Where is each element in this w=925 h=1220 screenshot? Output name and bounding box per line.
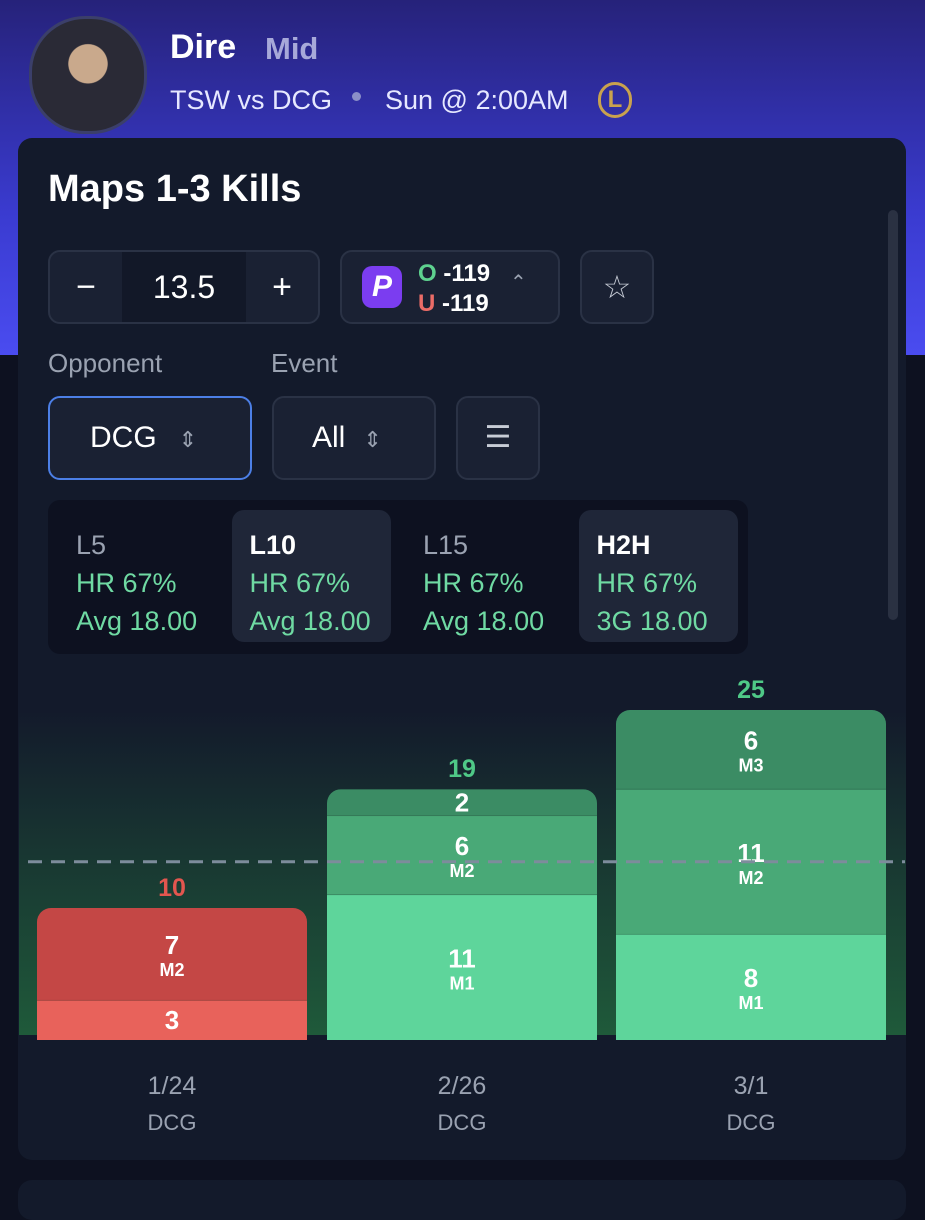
segment-value: 6 bbox=[744, 726, 758, 756]
bar-segment bbox=[327, 789, 597, 816]
chevrons: ⌃ bbox=[510, 272, 527, 294]
stat-tile[interactable]: H2H HR 67% 3G 18.00 bbox=[578, 510, 738, 642]
stat-avg: Avg 18.00 bbox=[423, 606, 545, 636]
segment-value: 2 bbox=[455, 787, 469, 817]
segment-value: 7 bbox=[165, 930, 179, 960]
stat-hr: HR 67% bbox=[423, 568, 524, 598]
segment-value: 3 bbox=[165, 1005, 179, 1035]
segment-label: M3 bbox=[738, 756, 763, 776]
stats-row: L5 HR 67% Avg 18.00 L10 HR 67% Avg 18.00 L15 HR… bbox=[48, 500, 748, 654]
game-icon: L bbox=[598, 82, 632, 118]
line-stepper: − 13.5 + bbox=[48, 250, 320, 324]
next-card bbox=[18, 1180, 906, 1220]
opponent-select[interactable]: DCG ⇕ bbox=[48, 396, 252, 480]
opponent-label: DCG bbox=[438, 1110, 487, 1135]
bar-total: 10 bbox=[158, 874, 186, 902]
event-select[interactable]: All ⇕ bbox=[272, 396, 436, 480]
book-logo: P bbox=[362, 266, 402, 308]
card-title: Maps 1-3 Kills bbox=[48, 168, 302, 210]
stat-label: L5 bbox=[76, 530, 107, 560]
bar-segment bbox=[327, 894, 597, 1040]
under-label: U bbox=[418, 290, 436, 317]
bar-total: 19 bbox=[448, 755, 476, 783]
over-label: O bbox=[418, 260, 437, 287]
time: Sun @ 2:00AM bbox=[385, 85, 569, 115]
scrollbar[interactable] bbox=[888, 210, 898, 620]
stat-label: L10 bbox=[249, 530, 297, 560]
segment-label: M2 bbox=[159, 960, 184, 980]
segment-value: 8 bbox=[744, 963, 758, 993]
stat-avg: 3G 18.00 bbox=[596, 606, 708, 636]
dot bbox=[352, 92, 361, 101]
stat-hr: HR 67% bbox=[596, 568, 698, 598]
segment-label: M1 bbox=[738, 993, 763, 1013]
under-odds: -119 bbox=[442, 290, 489, 317]
plus-button[interactable]: + bbox=[272, 268, 292, 306]
odds-box[interactable]: P O -119 U -119 ⌃ bbox=[340, 250, 560, 324]
stat-hr: HR 67% bbox=[76, 568, 177, 598]
favorite-button[interactable]: ☆ bbox=[580, 250, 654, 324]
segment-value: 11 bbox=[448, 943, 476, 973]
date-label: 1/24 bbox=[148, 1072, 197, 1100]
event-label: Event bbox=[271, 348, 338, 378]
segment-label: M2 bbox=[449, 861, 474, 881]
line-value: 13.5 bbox=[122, 252, 246, 322]
date-label: 2/26 bbox=[438, 1072, 487, 1100]
role: Mid bbox=[265, 31, 319, 66]
opponent-value: DCG bbox=[90, 421, 157, 454]
bar-segment bbox=[37, 1000, 307, 1040]
opponent-label: DCG bbox=[148, 1110, 197, 1135]
chart: 37M2101/24DCG11M16M22192/26DCG8M111M26M3… bbox=[19, 676, 906, 1135]
bar-segment bbox=[616, 934, 886, 1040]
segment-label: M2 bbox=[738, 868, 763, 888]
segment-value: 6 bbox=[455, 831, 469, 861]
stat-tile[interactable]: L10 HR 67% Avg 18.00 bbox=[231, 510, 391, 642]
stat-tile[interactable]: L15 HR 67% Avg 18.00 bbox=[405, 510, 565, 642]
bar-total: 25 bbox=[737, 676, 765, 704]
event-value: All bbox=[312, 421, 346, 454]
stat-avg: Avg 18.00 bbox=[76, 606, 198, 636]
opponent-label: Opponent bbox=[48, 348, 163, 378]
filter-button[interactable]: ☰ bbox=[456, 396, 540, 480]
segment-label: M1 bbox=[449, 973, 474, 993]
bar-segment bbox=[616, 710, 886, 790]
opponent-label: DCG bbox=[727, 1110, 776, 1135]
stat-label: L15 bbox=[423, 530, 469, 560]
stat-label: H2H bbox=[596, 530, 651, 560]
bar-segment bbox=[37, 908, 307, 1001]
bar-segment bbox=[327, 815, 597, 895]
matchup: TSW vs DCG bbox=[170, 85, 332, 115]
over-odds: -119 bbox=[443, 260, 491, 287]
minus-button[interactable]: − bbox=[76, 268, 96, 306]
stat-avg: Avg 18.00 bbox=[249, 606, 371, 636]
stat-hr: HR 67% bbox=[249, 568, 351, 598]
date-label: 3/1 bbox=[734, 1072, 769, 1100]
player-name: Dire bbox=[170, 28, 237, 66]
avatar[interactable] bbox=[29, 16, 147, 134]
stat-tile[interactable]: L5 HR 67% Avg 18.00 bbox=[58, 510, 218, 642]
